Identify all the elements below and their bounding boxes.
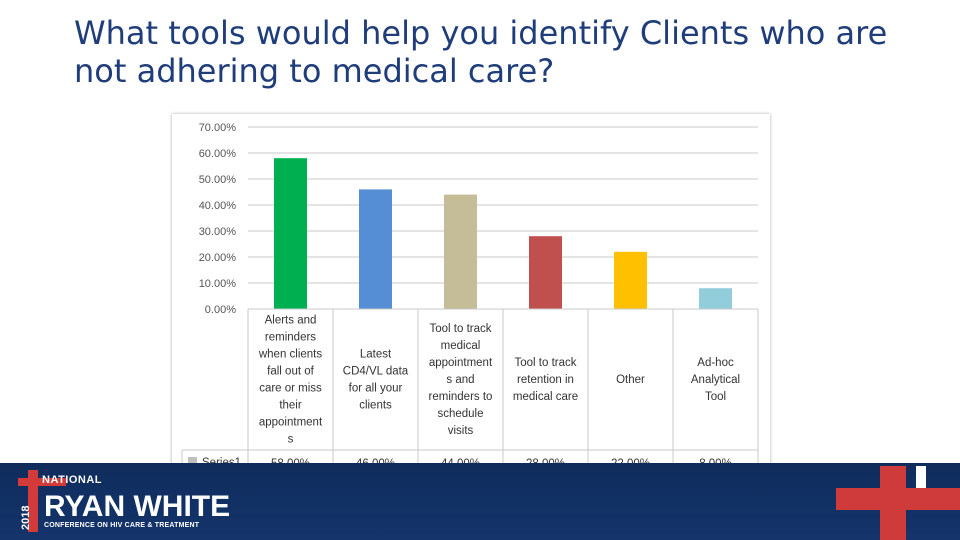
bar	[699, 288, 732, 309]
logo-subtitle-text: CONFERENCE ON HIV CARE & TREATMENT	[44, 522, 200, 529]
x-category-label-line: Tool to track	[430, 323, 492, 335]
x-category-label-line: Latest	[360, 349, 392, 361]
legend-marker	[188, 457, 197, 466]
x-category-label: Ad-hoc Analytical Tool	[691, 357, 740, 403]
x-category-label: Latest CD4/VL data for all your clients	[343, 349, 409, 412]
decorative-cross-horizontal	[836, 488, 960, 510]
x-category-label-line: reminders to	[429, 391, 493, 403]
x-category-label-line: when clients	[258, 349, 323, 361]
x-category-label-line: medical care	[513, 391, 578, 403]
slide-title: What tools would help you identify Clien…	[74, 14, 888, 90]
chart-area: 0.00% 10.00% 20.00% 30.00% 40.00% 50.00% 60.00…	[172, 114, 770, 480]
logo-ryan-white-text: RYAN WHITE	[44, 490, 231, 523]
x-category-label: Alerts and reminders when clients fall out …	[258, 315, 323, 446]
x-category-label-line: their	[279, 400, 302, 412]
x-category-label-line: Ad-hoc	[697, 357, 734, 369]
y-tick-label: 30.00%	[199, 226, 237, 238]
y-tick-label: 50.00%	[199, 174, 237, 186]
x-category-label-line: CD4/VL data	[343, 366, 409, 378]
x-category-label-line: Tool	[705, 391, 726, 403]
logo-year: 2018	[20, 488, 34, 530]
bar	[444, 194, 477, 309]
x-category-label-line: schedule	[437, 408, 483, 420]
x-category-label-line: appointment	[429, 357, 493, 369]
x-category-label-line: s	[288, 434, 294, 446]
y-tick-label: 0.00%	[205, 304, 236, 316]
x-category-label-line: s and	[446, 374, 474, 386]
y-tick-label: 20.00%	[199, 252, 237, 264]
x-category-label-line: Alerts and	[265, 315, 317, 327]
x-category-label-line: retention in	[517, 374, 574, 386]
x-category-label-line: appointment	[259, 417, 323, 429]
bar-chart: 0.00% 10.00% 20.00% 30.00% 40.00% 50.00% 60.00…	[181, 122, 759, 475]
x-category-label-line: clients	[359, 400, 392, 412]
logo-cross-horizontal	[18, 478, 66, 486]
logo-cross-vertical	[28, 470, 38, 532]
x-category-label-line: Tool to track	[515, 357, 577, 369]
y-tick-label: 40.00%	[199, 200, 237, 212]
y-tick-label: 60.00%	[199, 148, 237, 160]
x-category-label-line: Analytical	[691, 374, 740, 386]
x-category-label-line: care or miss	[259, 383, 322, 395]
bar	[614, 251, 647, 309]
bar	[359, 189, 392, 309]
x-category-label-line: for all your	[349, 383, 403, 395]
y-tick-label: 70.00%	[199, 122, 237, 134]
x-category-label: Tool to track retention in medical care	[513, 357, 578, 403]
logo-national-text: NATIONAL	[42, 474, 103, 486]
x-category-label-line: visits	[448, 425, 474, 437]
bar	[529, 236, 562, 309]
logo-year-text: 2018	[20, 505, 32, 530]
x-category-label: Other	[616, 374, 645, 386]
decorative-cross-notch	[916, 466, 926, 488]
x-category-label-line: medical	[441, 340, 481, 352]
x-category-label: Tool to track medical appointment s and remi…	[429, 323, 493, 437]
footer-banner	[0, 463, 960, 540]
x-category-label-line: reminders	[265, 332, 316, 344]
y-tick-label: 10.00%	[199, 278, 237, 290]
x-category-label-line: Other	[616, 374, 645, 386]
bar	[274, 158, 307, 309]
x-category-label-line: fall out of	[267, 366, 314, 378]
